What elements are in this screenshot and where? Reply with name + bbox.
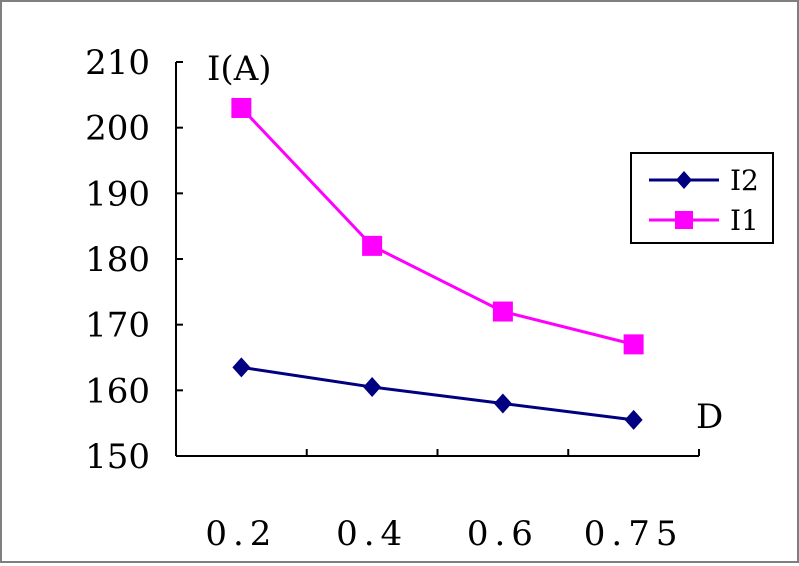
legend-label: I1 [730,204,759,237]
x-tick-labels: 0.2 0.4 0.6 0.75 [205,514,684,554]
axes [175,61,700,457]
data-point [231,97,252,118]
x-tick-label: 0.4 [336,514,408,554]
y-tick-label: 150 [85,437,150,477]
y-tick-label: 210 [85,43,150,83]
data-point [232,357,251,378]
y-tick-labels: 150 160 170 180 190 200 210 [85,43,150,477]
x-tick-label: 0.2 [205,514,277,554]
data-point [623,334,644,355]
data-point [363,377,382,398]
legend-marker [676,171,692,189]
x-axis-label: D [696,397,723,437]
legend-box [630,152,774,244]
data-point [624,409,643,430]
legend-marker [675,211,693,229]
y-axis-label: I(A) [207,49,272,89]
series-group [231,97,644,430]
y-tick-label: 180 [85,240,150,280]
data-point [492,301,513,322]
x-tick-label: 0.75 [584,514,684,554]
series-line-I1 [240,106,634,346]
legend-label: I2 [730,164,759,197]
x-tick-label: 0.6 [467,514,539,554]
y-tick-label: 170 [85,306,150,346]
y-tick-label: 160 [85,371,150,411]
series-line-I2 [241,365,634,422]
y-tick-label: 190 [85,174,150,214]
data-point [362,235,383,256]
data-point [493,393,512,414]
y-tick-label: 200 [85,109,150,149]
